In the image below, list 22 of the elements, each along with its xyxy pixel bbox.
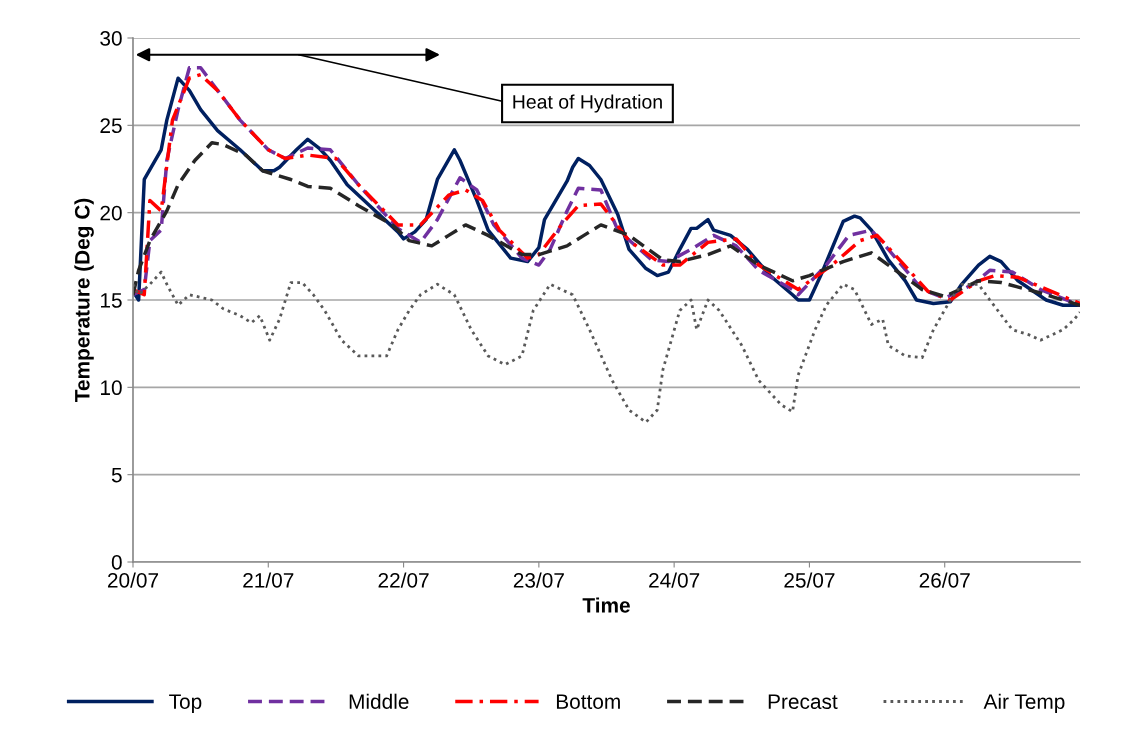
y-tick-label: 5 bbox=[111, 467, 122, 483]
annotation: Heat of Hydration bbox=[513, 94, 662, 113]
y-tick-label: 25 bbox=[100, 118, 122, 134]
y-tick-label: 0 bbox=[111, 555, 122, 570]
x-tick-label: 24/07 bbox=[649, 572, 700, 588]
y-axis-title: Temperature (Deg C) bbox=[74, 198, 94, 403]
legend-label: Air Temp bbox=[983, 693, 1065, 714]
y-tick-label: 15 bbox=[101, 293, 122, 308]
legend-label: Middle bbox=[349, 693, 409, 709]
x-axis-title: Time bbox=[582, 597, 630, 613]
legend-label: Top bbox=[169, 694, 202, 714]
x-tick-label: 23/07 bbox=[513, 572, 564, 588]
legend-label: Bottom bbox=[556, 694, 620, 709]
y-tick-label: 20 bbox=[100, 205, 122, 221]
legend-label: Precast bbox=[768, 694, 838, 709]
x-tick-label: 22/07 bbox=[378, 572, 429, 588]
x-tick-label: 25/07 bbox=[784, 572, 835, 588]
x-tick-label: 21/07 bbox=[243, 572, 294, 588]
x-tick-label: 20/07 bbox=[107, 572, 159, 588]
y-tick-label: 30 bbox=[100, 31, 122, 46]
y-tick-label: 10 bbox=[101, 380, 122, 396]
x-tick-label: 26/07 bbox=[919, 572, 970, 588]
